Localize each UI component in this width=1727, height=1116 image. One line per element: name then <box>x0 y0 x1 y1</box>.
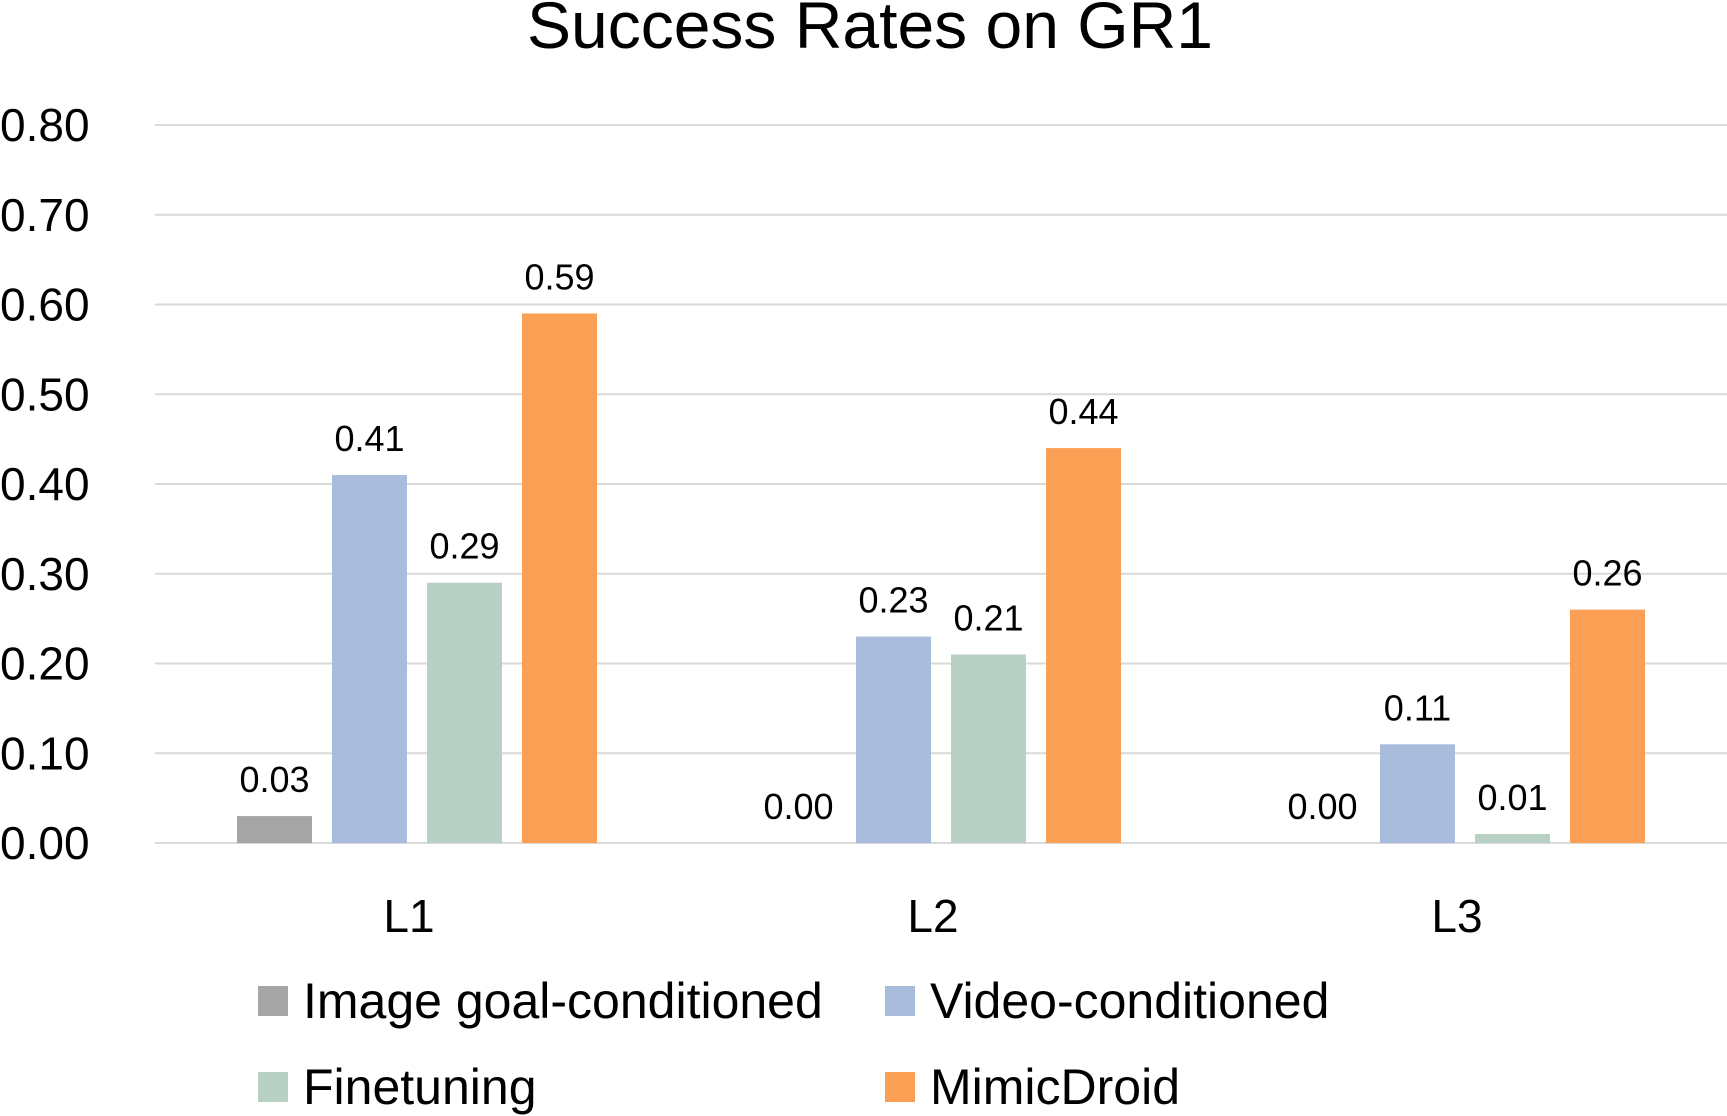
data-label: 0.41 <box>334 418 404 459</box>
bar-l1-series-2 <box>332 475 407 843</box>
legend-label: Image goal-conditioned <box>303 973 823 1029</box>
data-label: 0.59 <box>524 256 594 297</box>
y-tick-label: 0.30 <box>0 548 90 600</box>
data-label: 0.11 <box>1384 687 1451 728</box>
bar-l1-series-3 <box>427 582 502 843</box>
data-label: 0.01 <box>1477 777 1547 818</box>
bar-l1-series-1 <box>237 816 312 843</box>
legend-swatch <box>258 1072 288 1102</box>
y-tick-label: 0.80 <box>0 99 90 151</box>
y-tick-label: 0.70 <box>0 189 90 241</box>
x-axis-categories: L1 L2 L3 <box>383 890 1482 942</box>
legend-label: Video-conditioned <box>930 973 1329 1029</box>
y-tick-label: 0.50 <box>0 368 90 420</box>
bars <box>237 313 1645 844</box>
data-label: 0.21 <box>953 598 1023 639</box>
bar-l2-series-2 <box>856 636 931 843</box>
legend-label: Finetuning <box>303 1059 537 1115</box>
x-category-label: L3 <box>1431 890 1482 942</box>
bar-l1-series-4 <box>522 313 597 844</box>
legend: Image goal-conditioned Video-conditioned F… <box>258 973 1329 1115</box>
y-tick-label: 0.20 <box>0 638 90 690</box>
legend-swatch <box>885 986 915 1016</box>
chart-title: Success Rates on GR1 <box>527 0 1213 62</box>
y-tick-label: 0.60 <box>0 279 90 331</box>
y-tick-label: 0.10 <box>0 727 90 779</box>
bar-l3-series-2 <box>1380 744 1455 843</box>
data-label: 0.26 <box>1572 553 1642 594</box>
y-tick-label: 0.00 <box>0 817 90 869</box>
data-label: 0.00 <box>1287 786 1357 827</box>
bar-l3-series-3 <box>1475 834 1550 843</box>
data-label: 0.23 <box>858 580 928 621</box>
bar-l3-series-4 <box>1570 609 1645 843</box>
data-labels: 0.03 0.41 0.29 0.59 0.00 0.23 0.21 0.44 0.00 0.11… <box>239 256 1642 827</box>
data-label: 0.03 <box>239 759 309 800</box>
data-label: 0.44 <box>1048 391 1118 432</box>
x-category-label: L2 <box>907 890 958 942</box>
bar-l2-series-3 <box>951 654 1026 843</box>
data-label: 0.00 <box>763 786 833 827</box>
y-axis-ticks: 0.00 0.10 0.20 0.30 0.40 0.50 0.60 0.70 0.80 <box>0 99 90 869</box>
y-tick-label: 0.40 <box>0 458 90 510</box>
legend-swatch <box>885 1072 915 1102</box>
bar-l2-series-4 <box>1046 448 1121 843</box>
legend-label: MimicDroid <box>930 1059 1180 1115</box>
data-label: 0.29 <box>429 526 499 567</box>
gridlines <box>155 124 1727 844</box>
x-category-label: L1 <box>383 890 434 942</box>
legend-swatch <box>258 986 288 1016</box>
